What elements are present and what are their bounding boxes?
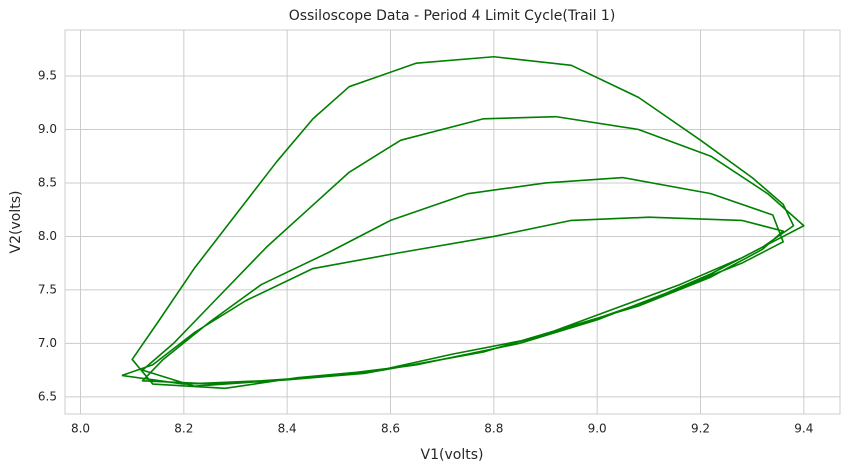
y-axis-label: V2(volts) xyxy=(8,191,24,254)
x-tick-label: 8.6 xyxy=(381,422,400,436)
y-tick-label: 7.0 xyxy=(38,336,57,350)
x-tick-label: 8.4 xyxy=(278,422,297,436)
x-axis-label: V1(volts) xyxy=(421,447,484,463)
x-tick-label: 8.0 xyxy=(71,422,90,436)
y-tick-label: 8.0 xyxy=(38,229,57,243)
plot-frame xyxy=(64,29,841,415)
x-tick-label: 9.4 xyxy=(794,422,813,436)
data-line xyxy=(121,55,805,390)
x-tick-label: 9.2 xyxy=(691,422,710,436)
x-tick-label: 9.0 xyxy=(588,422,607,436)
y-tick-label: 8.5 xyxy=(38,175,57,189)
x-tick-label: 8.2 xyxy=(174,422,193,436)
chart-title: Ossiloscope Data - Period 4 Limit Cycle(… xyxy=(289,8,616,24)
y-tick-label: 7.5 xyxy=(38,282,57,296)
y-tick-label: 9.5 xyxy=(38,68,57,82)
y-tick-label: 6.5 xyxy=(38,389,57,403)
y-tick-label: 9.0 xyxy=(38,122,57,136)
x-tick-label: 8.8 xyxy=(484,422,503,436)
